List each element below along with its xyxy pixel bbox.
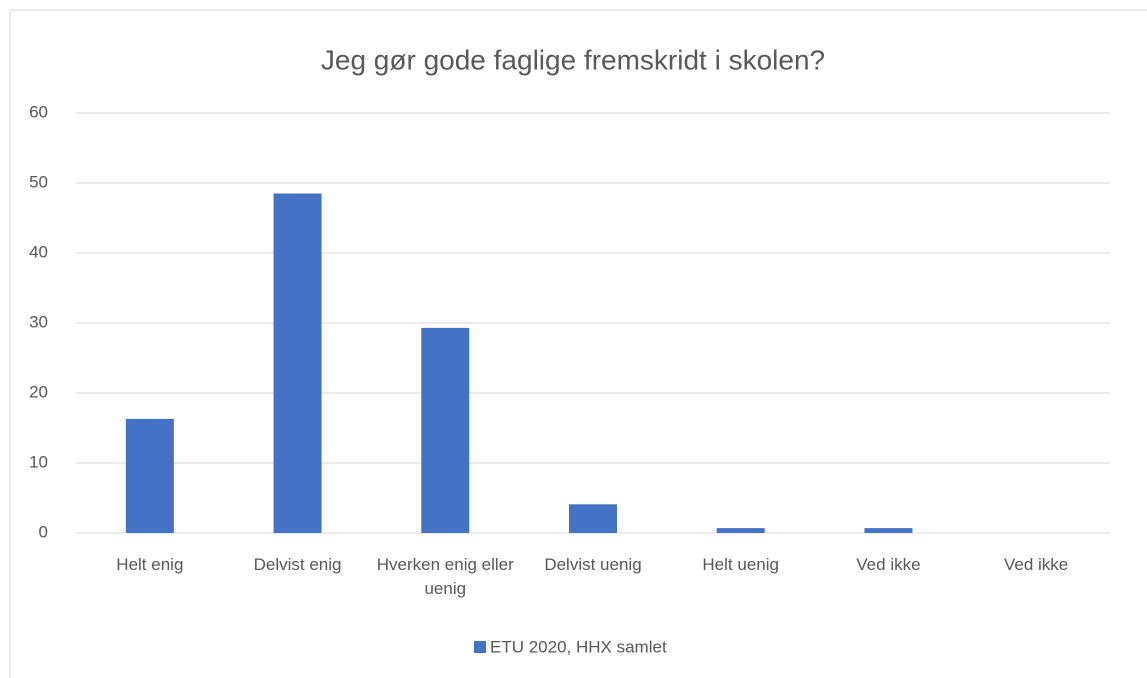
legend-label: ETU 2020, HHX samlet [490, 637, 667, 656]
x-tick-label: Helt uenig [702, 555, 779, 574]
x-tick-label: Hverken enig eller uenig [376, 555, 514, 598]
y-tick-label: 10 [29, 452, 48, 471]
y-tick-label: 30 [29, 312, 48, 331]
chart-title: Jeg gør gode faglige fremskridt i skolen… [321, 44, 825, 75]
bar [864, 528, 913, 533]
legend-swatch [474, 641, 486, 653]
y-tick-label: 60 [29, 102, 48, 121]
y-tick-label: 20 [29, 382, 48, 401]
x-tick-label: Ved ikke [1004, 555, 1069, 574]
y-tick-label: 40 [29, 242, 48, 261]
x-tick-label: Delvist uenig [544, 555, 642, 574]
x-tick-label: Delvist enig [253, 555, 342, 574]
bar [716, 528, 765, 533]
x-tick-label: Ved ikke [856, 555, 921, 574]
bar [421, 327, 470, 533]
y-tick-label: 50 [29, 172, 48, 191]
x-tick-label: Helt enig [116, 555, 184, 574]
bar [125, 418, 174, 533]
bar [273, 193, 322, 533]
bar [569, 504, 617, 533]
chart-border [9, 9, 1147, 678]
y-tick-label: 0 [39, 522, 48, 541]
